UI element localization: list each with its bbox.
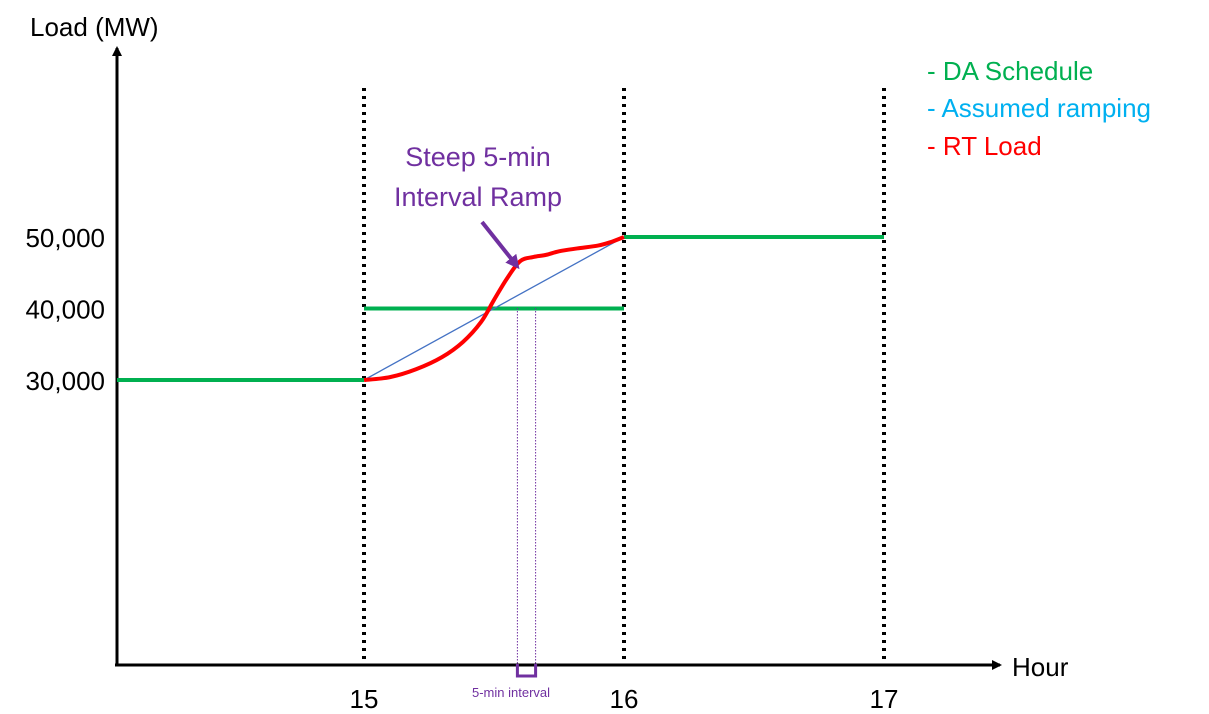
legend-rt-load: - RT Load (927, 131, 1042, 161)
annotation-steep-ramp-line1: Steep 5-min (405, 142, 551, 172)
x-axis-title: Hour (1012, 652, 1069, 682)
y-tick-label-30000: 30,000 (25, 366, 105, 396)
x-tick-label-16: 16 (610, 684, 639, 714)
x-tick-label-15: 15 (350, 684, 379, 714)
y-tick-label-50000: 50,000 (25, 223, 105, 253)
annotation-arrow (480, 220, 520, 270)
legend-da-schedule: - DA Schedule (927, 56, 1093, 86)
y-axis-title: Load (MW) (30, 12, 159, 42)
annotation-steep-ramp-line2: Interval Ramp (394, 182, 562, 212)
legend-assumed-ramping: - Assumed ramping (927, 93, 1151, 123)
assumed-ramping-line (363, 236, 625, 381)
x-tick-label-17: 17 (870, 684, 899, 714)
annotation-5min-interval: 5-min interval (472, 685, 550, 700)
interval-bracket (515, 664, 538, 678)
y-tick-label-40000: 40,000 (25, 295, 105, 325)
